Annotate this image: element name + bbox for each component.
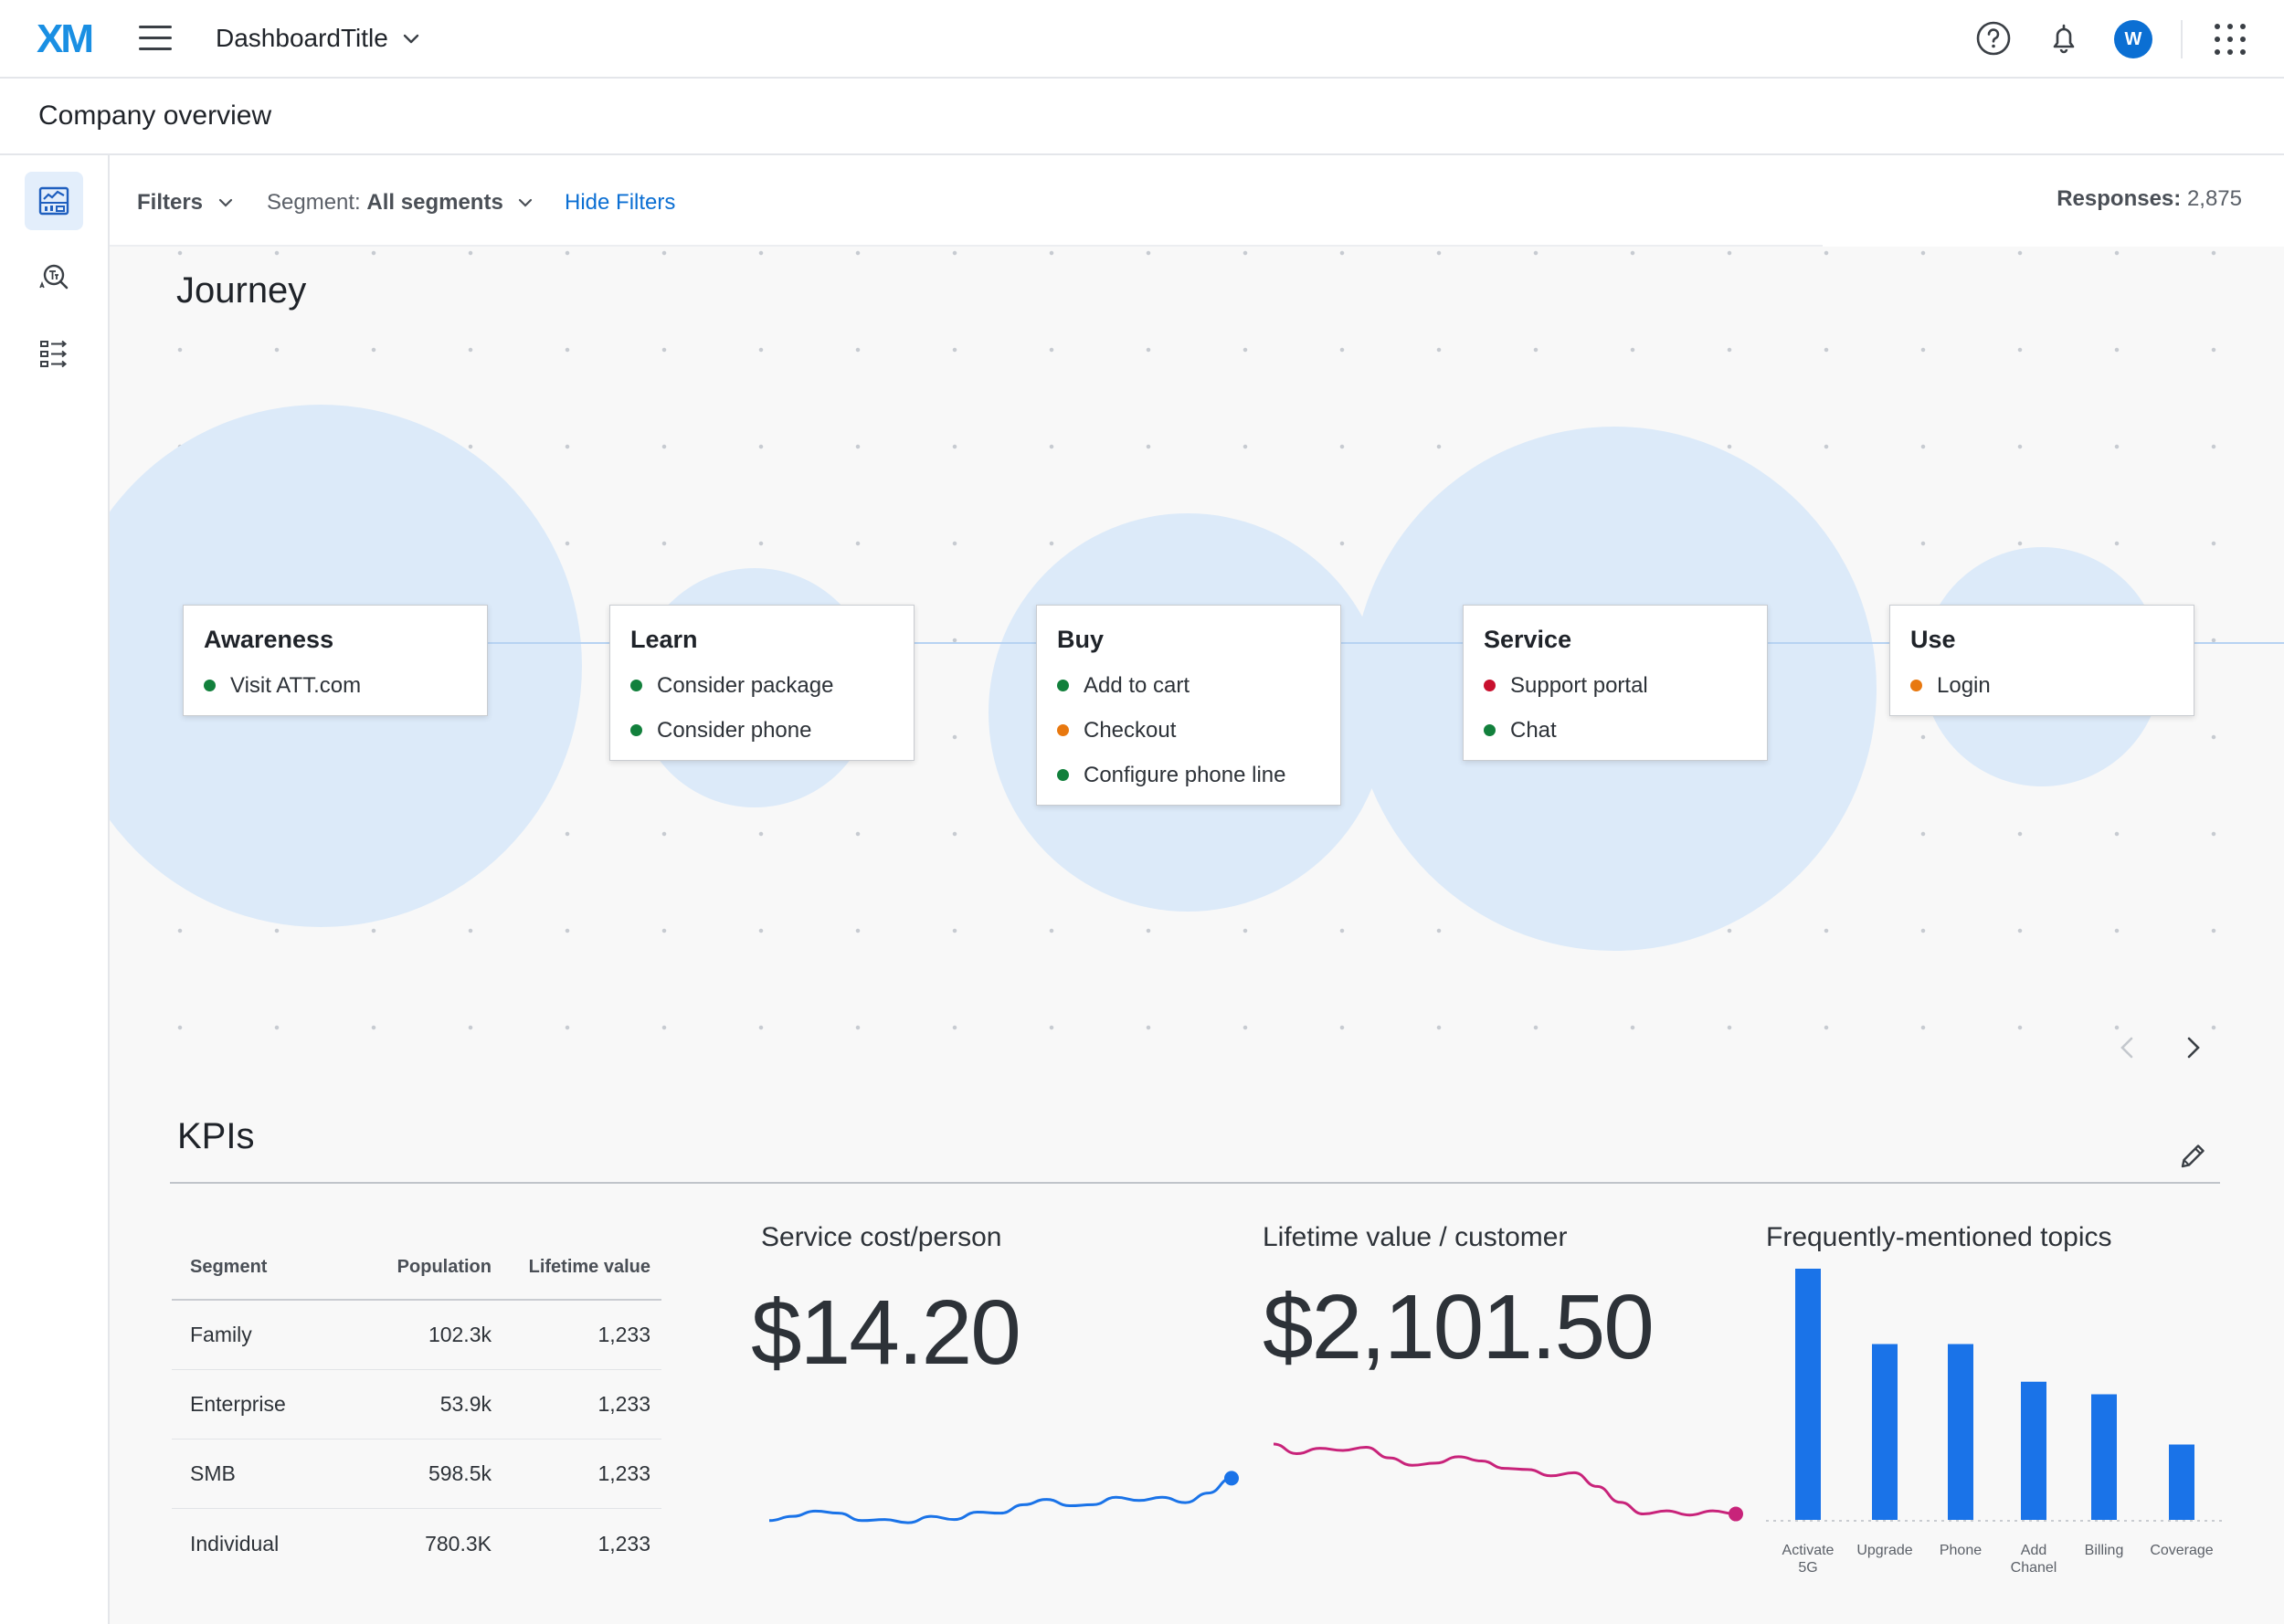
chevron-down-icon: [218, 198, 232, 207]
filters-dropdown[interactable]: Filters: [137, 190, 235, 216]
bar-category-label: Upgrade: [1856, 1543, 1912, 1558]
service-cost-title: Service cost/person: [761, 1222, 1002, 1252]
bell-icon[interactable]: [2044, 18, 2084, 58]
touchpoint[interactable]: Consider package: [630, 663, 914, 708]
column-header[interactable]: Population: [397, 1256, 492, 1277]
left-rail: [0, 155, 110, 1624]
chevron-left-icon[interactable]: [2114, 1034, 2141, 1061]
page-title: Company overview: [38, 100, 272, 131]
topic-bar[interactable]: [1795, 1269, 1821, 1520]
touchpoint[interactable]: Checkout: [1057, 708, 1340, 753]
touchpoint[interactable]: Chat: [1484, 708, 1767, 753]
column-header[interactable]: Segment: [190, 1256, 268, 1277]
segment-table: Segment Population Lifetime value Family…: [172, 1235, 661, 1578]
service-cost-sparkline: [768, 1471, 1239, 1524]
touchpoint[interactable]: Support portal: [1484, 663, 1767, 708]
journey-stage-buy[interactable]: Buy Add to cart Checkout Configure phone…: [1036, 605, 1341, 806]
journey-title: Journey: [176, 270, 307, 311]
xm-logo[interactable]: XM: [37, 16, 94, 62]
page-header: Company overview: [0, 79, 2284, 155]
journey-stage-service[interactable]: Service Support portal Chat: [1463, 605, 1768, 761]
segment-prefix: Segment:: [267, 190, 361, 215]
dashboard-title[interactable]: DashboardTitle: [216, 24, 388, 52]
table-header: Segment Population Lifetime value: [172, 1235, 661, 1301]
dashboard-chart-icon: [38, 186, 69, 216]
rail-text-analysis-button[interactable]: [25, 248, 83, 307]
hide-filters-link[interactable]: Hide Filters: [565, 190, 676, 215]
segment-value: All segments: [366, 190, 503, 215]
main-canvas: Journey Awareness Visit ATT.com Learn Co…: [110, 247, 2284, 1624]
topics-title: Frequently-mentioned topics: [1766, 1222, 2112, 1252]
topic-bar[interactable]: [2091, 1394, 2117, 1521]
stage-title: Buy: [1057, 626, 1105, 653]
bar-category-label: Billing: [2085, 1543, 2124, 1558]
text-search-icon: [39, 264, 69, 290]
table-row[interactable]: SMB 598.5k 1,233: [172, 1439, 661, 1509]
kpi-divider: [170, 1182, 2220, 1184]
touchpoint[interactable]: Configure phone line: [1057, 753, 1340, 797]
touchpoint[interactable]: Consider phone: [630, 708, 914, 753]
sparkline-end-point: [1729, 1506, 1743, 1522]
touchpoint[interactable]: Add to cart: [1057, 663, 1340, 708]
topic-bar[interactable]: [1872, 1344, 1898, 1521]
pencil-edit-icon[interactable]: [2176, 1140, 2209, 1173]
bar-category-label: Coverage: [2150, 1543, 2213, 1558]
menu-icon[interactable]: [139, 26, 172, 53]
help-icon[interactable]: [1973, 18, 2014, 58]
user-avatar[interactable]: W: [2114, 20, 2152, 58]
responses-value: 2,875: [2186, 186, 2242, 211]
bar-category-label: Add: [2021, 1543, 2046, 1558]
touchpoint[interactable]: Login: [1910, 663, 2194, 708]
filters-label: Filters: [137, 190, 204, 215]
lifetime-value-title: Lifetime value / customer: [1263, 1222, 1568, 1252]
table-row[interactable]: Individual 780.3K 1,233: [190, 1531, 650, 1555]
segment-dropdown[interactable]: Segment: All segments: [267, 190, 534, 216]
responses-count: Responses: 2,875: [2057, 186, 2242, 212]
table-row[interactable]: Enterprise 53.9k 1,233: [172, 1370, 661, 1439]
chevron-down-icon[interactable]: [400, 27, 422, 49]
app-launcher-icon[interactable]: [2215, 24, 2246, 55]
bar-category-label: 5G: [1798, 1560, 1817, 1576]
lifetime-value-sparkline: [1273, 1442, 1743, 1522]
filter-bar: Filters Segment: All segments Hide Filte…: [110, 155, 2284, 247]
bar-category-label: Chanel: [2011, 1560, 2057, 1576]
service-cost-value: $14.20: [751, 1281, 1021, 1384]
kpis-title: KPIs: [177, 1116, 255, 1156]
sparkline-end-point: [1224, 1471, 1239, 1486]
logo-text: XM: [37, 16, 94, 61]
topic-bar[interactable]: [2021, 1381, 2046, 1520]
stage-title: Service: [1484, 626, 1572, 653]
divider: [2181, 20, 2183, 58]
sparkline-path: [768, 1476, 1232, 1524]
bar-category-label: Phone: [1940, 1543, 1982, 1558]
journey-stage-awareness[interactable]: Awareness Visit ATT.com: [183, 605, 488, 716]
stage-title: Learn: [630, 626, 698, 653]
stage-title: Use: [1910, 626, 1956, 653]
lifetime-value-value: $2,101.50: [1263, 1276, 1655, 1378]
chevron-right-icon[interactable]: [2179, 1034, 2206, 1061]
bar-category-label: Activate: [1782, 1543, 1835, 1558]
journey-stage-learn[interactable]: Learn Consider package Consider phone: [609, 605, 915, 761]
chevron-down-icon: [519, 198, 533, 207]
stage-title: Awareness: [204, 626, 334, 653]
touchpoint[interactable]: Visit ATT.com: [204, 663, 487, 708]
rail-list-button[interactable]: [25, 325, 83, 384]
sparkline-path: [1273, 1442, 1737, 1517]
top-bar: XM DashboardTitle W: [0, 0, 2284, 79]
topic-bar[interactable]: [1948, 1344, 1973, 1521]
responses-label: Responses:: [2057, 186, 2182, 211]
list-settings-icon: [40, 340, 68, 368]
journey-stage-use[interactable]: Use Login: [1889, 605, 2194, 716]
table-row[interactable]: Family 102.3k 1,233: [172, 1301, 661, 1370]
topics-bar-chart: Activate 5G Upgrade Phone Add Chanel Billing Co…: [1766, 1269, 2223, 1576]
rail-dashboard-button[interactable]: [25, 172, 83, 230]
topic-bar[interactable]: [2169, 1444, 2194, 1521]
column-header[interactable]: Lifetime value: [528, 1256, 650, 1277]
